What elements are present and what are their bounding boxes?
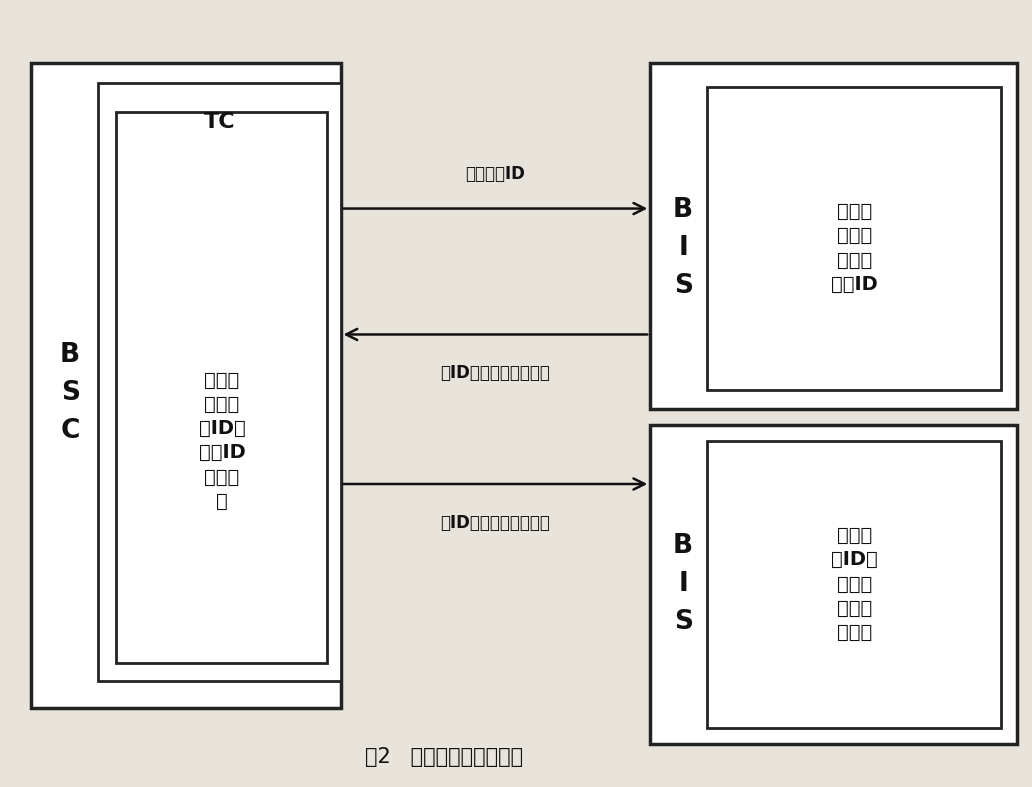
FancyBboxPatch shape — [707, 441, 1001, 728]
Text: 在上行
话音帧
中注入
呼叫ID: 在上行 话音帧 中注入 呼叫ID — [831, 202, 878, 294]
FancyBboxPatch shape — [707, 87, 1001, 390]
FancyBboxPatch shape — [650, 63, 1017, 409]
FancyBboxPatch shape — [650, 425, 1017, 744]
Text: B
I
S: B I S — [673, 197, 694, 299]
Text: 带ID的话音帧（下行）: 带ID的话音帧（下行） — [441, 514, 550, 532]
Text: TC: TC — [204, 112, 235, 132]
Text: 检查呼
叫ID是
否与话
音帧中
的相同: 检查呼 叫ID是 否与话 音帧中 的相同 — [831, 526, 878, 642]
Text: 带ID的话音帧（上行）: 带ID的话音帧（上行） — [441, 364, 550, 382]
Text: 图2   串话检测方案原理图: 图2 串话检测方案原理图 — [364, 748, 523, 767]
Text: 分配呼叫ID: 分配呼叫ID — [465, 165, 525, 183]
Text: 检测话
音帧中
的ID与
下发ID
是否相
同: 检测话 音帧中 的ID与 下发ID 是否相 同 — [198, 371, 246, 511]
FancyBboxPatch shape — [98, 83, 341, 681]
Text: B
S
C: B S C — [60, 342, 80, 445]
Text: B
I
S: B I S — [673, 533, 694, 635]
FancyBboxPatch shape — [116, 112, 327, 663]
FancyBboxPatch shape — [31, 63, 341, 708]
